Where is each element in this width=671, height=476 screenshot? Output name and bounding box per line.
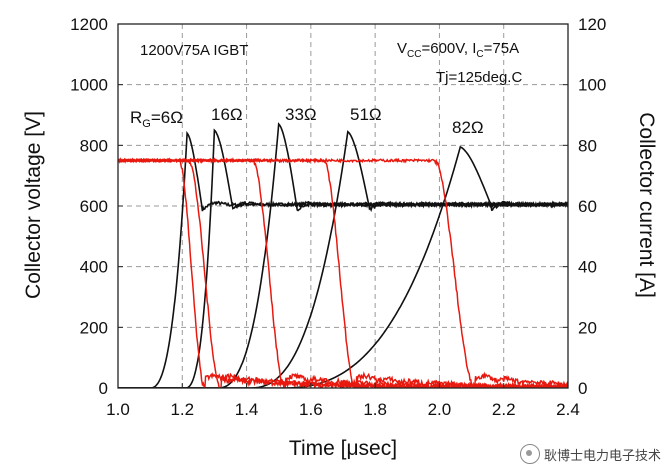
x-tick-2.2: 2.2 (492, 400, 516, 419)
rg-label-6: RG=6Ω (130, 108, 183, 130)
current-trace-82Ω (118, 157, 568, 388)
chart-title: 1200V75A IGBT (140, 42, 248, 59)
left-axis-label: Collector voltage [V] (22, 111, 45, 299)
condition-tj: Tj=125deg.C (436, 69, 522, 86)
right-axis-label: Collector current [A] (635, 112, 658, 298)
voltage-trace-82Ω (118, 145, 568, 388)
y-left-tick-1200: 1200 (70, 15, 108, 34)
x-tick-2.0: 2.0 (428, 400, 452, 419)
voltage-trace-51Ω (118, 130, 568, 388)
y-left-tick-800: 800 (80, 136, 108, 155)
x-tick-1.0: 1.0 (106, 400, 130, 419)
y-left-tick-1000: 1000 (70, 76, 108, 95)
y-right-tick-20: 20 (578, 318, 597, 337)
ticks: 1.0 1.2 1.4 1.6 1.8 2.0 2.2 2.40200400600800100… (70, 15, 606, 419)
y-right-tick-120: 120 (578, 15, 606, 34)
rg-label-33: 33Ω (285, 105, 317, 124)
watermark-text: 耿博士电力电子技术 (543, 448, 661, 464)
x-tick-1.8: 1.8 (363, 400, 387, 419)
x-tick-1.2: 1.2 (170, 400, 194, 419)
y-left-tick-600: 600 (80, 197, 108, 216)
watermark: 耿博士电力电子技术 (519, 444, 661, 464)
condition-vcc-ic: VCC=600V, IC=75A (397, 40, 519, 60)
x-tick-2.4: 2.4 (556, 400, 580, 419)
y-left-tick-200: 200 (80, 318, 108, 337)
y-right-tick-0: 0 (578, 379, 587, 398)
y-right-tick-80: 80 (578, 136, 597, 155)
y-left-tick-400: 400 (80, 258, 108, 277)
rg-label-51: 51Ω (350, 105, 382, 124)
x-axis-label: Time [μsec] (289, 437, 397, 460)
rg-label-16: 16Ω (211, 105, 243, 124)
y-right-tick-100: 100 (578, 76, 606, 95)
traces (118, 122, 568, 388)
wechat-icon (519, 444, 540, 464)
y-left-tick-0: 0 (99, 379, 108, 398)
x-tick-1.6: 1.6 (299, 400, 323, 419)
x-tick-1.4: 1.4 (235, 400, 259, 419)
y-right-tick-40: 40 (578, 258, 597, 277)
rg-label-82: 82Ω (452, 118, 484, 137)
y-right-tick-60: 60 (578, 197, 597, 216)
